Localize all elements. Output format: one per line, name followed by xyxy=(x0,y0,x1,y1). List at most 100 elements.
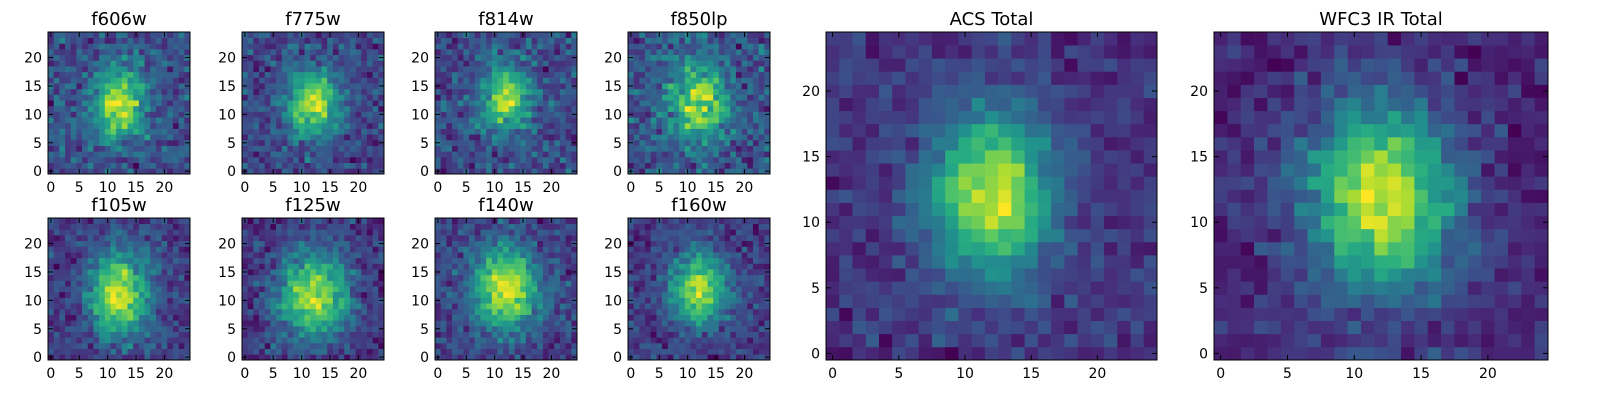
heatmap-cell xyxy=(184,145,191,152)
heatmap-cell xyxy=(684,100,691,107)
heatmap-cell xyxy=(344,117,351,124)
heatmap-cell xyxy=(304,49,311,56)
heatmap-cell xyxy=(571,342,578,349)
heatmap-cell xyxy=(486,151,493,158)
heatmap-cell xyxy=(497,77,504,84)
heatmap-cell xyxy=(276,88,283,95)
heatmap-cell xyxy=(349,105,356,112)
heatmap-cell xyxy=(293,303,300,310)
heatmap-cell xyxy=(741,117,748,124)
heatmap-cell xyxy=(469,117,476,124)
heatmap-cell xyxy=(718,128,725,135)
heatmap-cell xyxy=(497,308,504,315)
heatmap-cell xyxy=(53,145,60,152)
heatmap-cell xyxy=(155,117,162,124)
heatmap-cell xyxy=(730,71,737,78)
heatmap-cell xyxy=(150,139,157,146)
heatmap-cell xyxy=(104,139,111,146)
heatmap-cell xyxy=(639,134,646,141)
heatmap-cell xyxy=(361,320,368,327)
heatmap-cell xyxy=(116,134,123,141)
heatmap-cell xyxy=(628,331,635,338)
heatmap-cell xyxy=(127,139,134,146)
heatmap-cell xyxy=(531,54,538,61)
heatmap-cell xyxy=(184,274,191,281)
heatmap-cell xyxy=(127,49,134,56)
heatmap-cell xyxy=(298,320,305,327)
heatmap-cell xyxy=(696,105,703,112)
heatmap-cell xyxy=(662,286,669,293)
heatmap-cell xyxy=(321,54,328,61)
heatmap-cell xyxy=(508,342,515,349)
heatmap-cell xyxy=(679,325,686,332)
heatmap-cell xyxy=(93,337,100,344)
heatmap-cell xyxy=(735,342,742,349)
heatmap-cell xyxy=(178,354,185,361)
heatmap-cell xyxy=(76,88,83,95)
heatmap-cell xyxy=(361,71,368,78)
heatmap-cell xyxy=(684,320,691,327)
heatmap-cell xyxy=(321,37,328,44)
heatmap-cell xyxy=(457,122,464,129)
heatmap-cell xyxy=(497,117,504,124)
heatmap-cell xyxy=(144,280,151,287)
heatmap-cell xyxy=(684,145,691,152)
heatmap-cell xyxy=(276,223,283,230)
heatmap-cell xyxy=(184,246,191,253)
heatmap-cell xyxy=(514,342,521,349)
heatmap-cell xyxy=(645,71,652,78)
heatmap-cell xyxy=(520,314,527,321)
heatmap-cell xyxy=(65,229,72,236)
heatmap-cell xyxy=(344,291,351,298)
heatmap-cell xyxy=(542,145,549,152)
heatmap-cell xyxy=(469,342,476,349)
heatmap-cell xyxy=(48,134,55,141)
heatmap-cell xyxy=(474,354,481,361)
heatmap-cell xyxy=(667,145,674,152)
heatmap-cell xyxy=(735,168,742,175)
heatmap-cell xyxy=(110,274,117,281)
heatmap-cell xyxy=(571,156,578,163)
heatmap-cell xyxy=(253,325,260,332)
heatmap-cell xyxy=(446,117,453,124)
heatmap-cell xyxy=(440,257,447,264)
heatmap-cell xyxy=(752,314,759,321)
heatmap-cell xyxy=(287,263,294,270)
heatmap-cell xyxy=(469,88,476,95)
heatmap-cell xyxy=(559,218,566,225)
heatmap-cell xyxy=(264,308,271,315)
heatmap-cell xyxy=(741,37,748,44)
heatmap-cell xyxy=(764,342,771,349)
heatmap-cell xyxy=(315,122,322,129)
heatmap-cell xyxy=(121,303,128,310)
heatmap-cell xyxy=(138,122,145,129)
heatmap-cell xyxy=(321,303,328,310)
heatmap-cell xyxy=(70,263,77,270)
heatmap-cell xyxy=(452,66,459,73)
heatmap-cell xyxy=(150,308,157,315)
heatmap-cell xyxy=(457,263,464,270)
heatmap-cell xyxy=(752,145,759,152)
heatmap-cell xyxy=(537,240,544,247)
heatmap-cell xyxy=(259,252,266,259)
heatmap-cell xyxy=(161,291,168,298)
heatmap-cell xyxy=(503,297,510,304)
heatmap-cell xyxy=(673,117,680,124)
heatmap-cell xyxy=(633,71,640,78)
heatmap-cell xyxy=(121,83,128,90)
heatmap-cell xyxy=(144,314,151,321)
heatmap-cell xyxy=(758,111,765,118)
heatmap-cell xyxy=(104,37,111,44)
heatmap-cell xyxy=(321,32,328,39)
heatmap-cell xyxy=(735,88,742,95)
heatmap-cell xyxy=(310,286,317,293)
heatmap-cell xyxy=(531,145,538,152)
heatmap-cell xyxy=(752,331,759,338)
heatmap-cell xyxy=(59,88,66,95)
heatmap-cell xyxy=(184,218,191,225)
heatmap-cell xyxy=(178,308,185,315)
heatmap-cell xyxy=(435,303,442,310)
heatmap-cell xyxy=(293,128,300,135)
heatmap-cell xyxy=(463,43,470,50)
heatmap-cell xyxy=(127,32,134,39)
